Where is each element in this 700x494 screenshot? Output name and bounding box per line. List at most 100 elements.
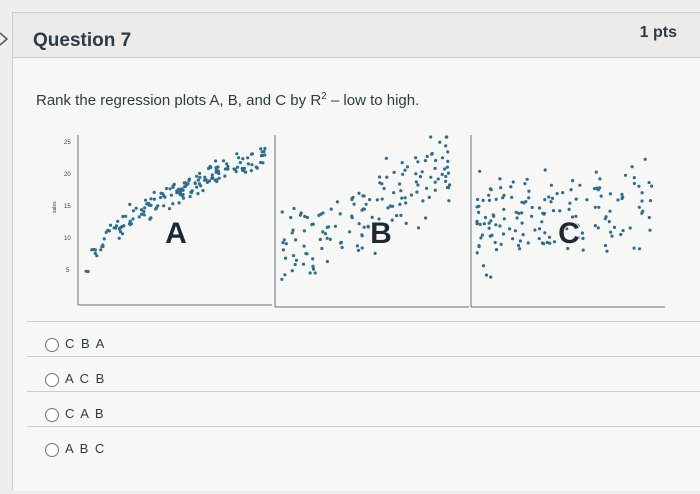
scatter-points (475, 157, 654, 279)
scatter-point (214, 170, 218, 174)
answer-option[interactable]: A B C (27, 426, 700, 461)
scatter-point (106, 228, 110, 232)
answer-label: C B A (65, 336, 106, 351)
scatter-point (283, 273, 287, 277)
answer-label: A B C (65, 441, 106, 456)
scatter-point (566, 246, 570, 251)
scatter-point (93, 251, 97, 255)
scatter-point (487, 226, 491, 230)
scatter-point (323, 232, 328, 236)
scatter-point (430, 151, 434, 156)
scatter-point (400, 161, 404, 165)
scatter-point (390, 218, 394, 222)
scatter-point (263, 146, 267, 151)
scatter-point (527, 196, 531, 200)
scatter-point (236, 165, 240, 169)
radio-button[interactable] (45, 443, 59, 457)
scatter-point (403, 168, 407, 172)
scatter-point (399, 213, 403, 217)
scatter-point (187, 177, 192, 181)
scatter-point (616, 198, 620, 202)
radio-button[interactable] (45, 408, 59, 422)
scatter-point (201, 189, 205, 193)
scatter-point (392, 191, 396, 195)
answer-option[interactable]: A C B (27, 356, 700, 391)
scatter-point (204, 178, 208, 182)
scatter-point (298, 213, 303, 217)
scatter-point (424, 216, 428, 220)
scatter-point (328, 237, 332, 241)
scatter-point (543, 231, 547, 235)
question-prompt: Rank the regression plots A, B, and C by… (36, 91, 419, 109)
scatter-point (317, 213, 321, 217)
scatter-point (502, 193, 506, 197)
scatter-point (152, 197, 156, 201)
scatter-point (184, 184, 188, 188)
prompt-text: Rank the regression plots A, B, and C by… (36, 92, 322, 109)
scatter-point (177, 187, 181, 191)
scatter-point (433, 166, 437, 170)
scatter-point (152, 190, 156, 194)
radio-button[interactable] (45, 338, 59, 352)
scatter-point (444, 174, 448, 178)
scatter-point (281, 248, 285, 252)
y-tick-label: 15 (64, 204, 71, 210)
scatter-point (445, 165, 449, 169)
scatter-point (561, 191, 565, 195)
chevron-right-icon[interactable] (0, 31, 10, 47)
scatter-point (630, 165, 634, 169)
scatter-point (196, 192, 200, 196)
scatter-point (475, 205, 479, 209)
scatter-point (167, 207, 172, 211)
scatter-point (225, 162, 229, 166)
scatter-point (232, 167, 236, 171)
scatter-point (648, 228, 652, 232)
answer-label: A C B (65, 371, 106, 386)
scatter-point (242, 166, 246, 170)
scatter-point (549, 183, 553, 187)
scatter-point (235, 152, 239, 156)
scatter-point (565, 227, 569, 231)
scatter-point (446, 150, 450, 154)
scatter-point (263, 153, 267, 157)
radio-button[interactable] (45, 373, 59, 387)
scatter-point (398, 182, 402, 186)
scatter-point (637, 247, 642, 251)
scatter-point (131, 209, 136, 213)
scatter-point (134, 206, 138, 210)
scatter-point (352, 202, 356, 206)
scatter-point (513, 229, 517, 233)
scatter-point (149, 203, 153, 207)
scatter-point (563, 223, 567, 227)
scatter-point (375, 198, 379, 202)
scatter-point (420, 170, 424, 174)
scatter-point (607, 220, 611, 224)
scatter-point (434, 158, 438, 163)
scatter-point (121, 214, 125, 219)
scatter-point (492, 214, 496, 218)
scatter-point (149, 197, 153, 201)
scatter-point (608, 192, 612, 196)
scatter-point (574, 214, 578, 218)
scatter-point (416, 160, 420, 164)
scatter-point (178, 193, 182, 197)
scatter-point (610, 234, 614, 238)
scatter-point (360, 234, 364, 238)
answer-option[interactable]: C A B (27, 391, 700, 426)
scatter-point (223, 174, 227, 178)
scatter-plot-b: B (274, 135, 469, 308)
scatter-point (612, 225, 617, 229)
scatter-point (499, 242, 503, 246)
scatter-point (477, 244, 481, 248)
scatter-point (476, 197, 480, 202)
scatter-point (246, 156, 250, 160)
answer-option[interactable]: C B A (27, 321, 700, 356)
scatter-point (357, 222, 361, 226)
scatter-point (433, 180, 437, 184)
scatter-point (489, 188, 493, 192)
scatter-point (99, 248, 103, 252)
scatter-point (197, 182, 202, 186)
scatter-point (161, 192, 165, 196)
scatter-plot-c: C (470, 135, 665, 308)
scatter-point (501, 232, 506, 236)
